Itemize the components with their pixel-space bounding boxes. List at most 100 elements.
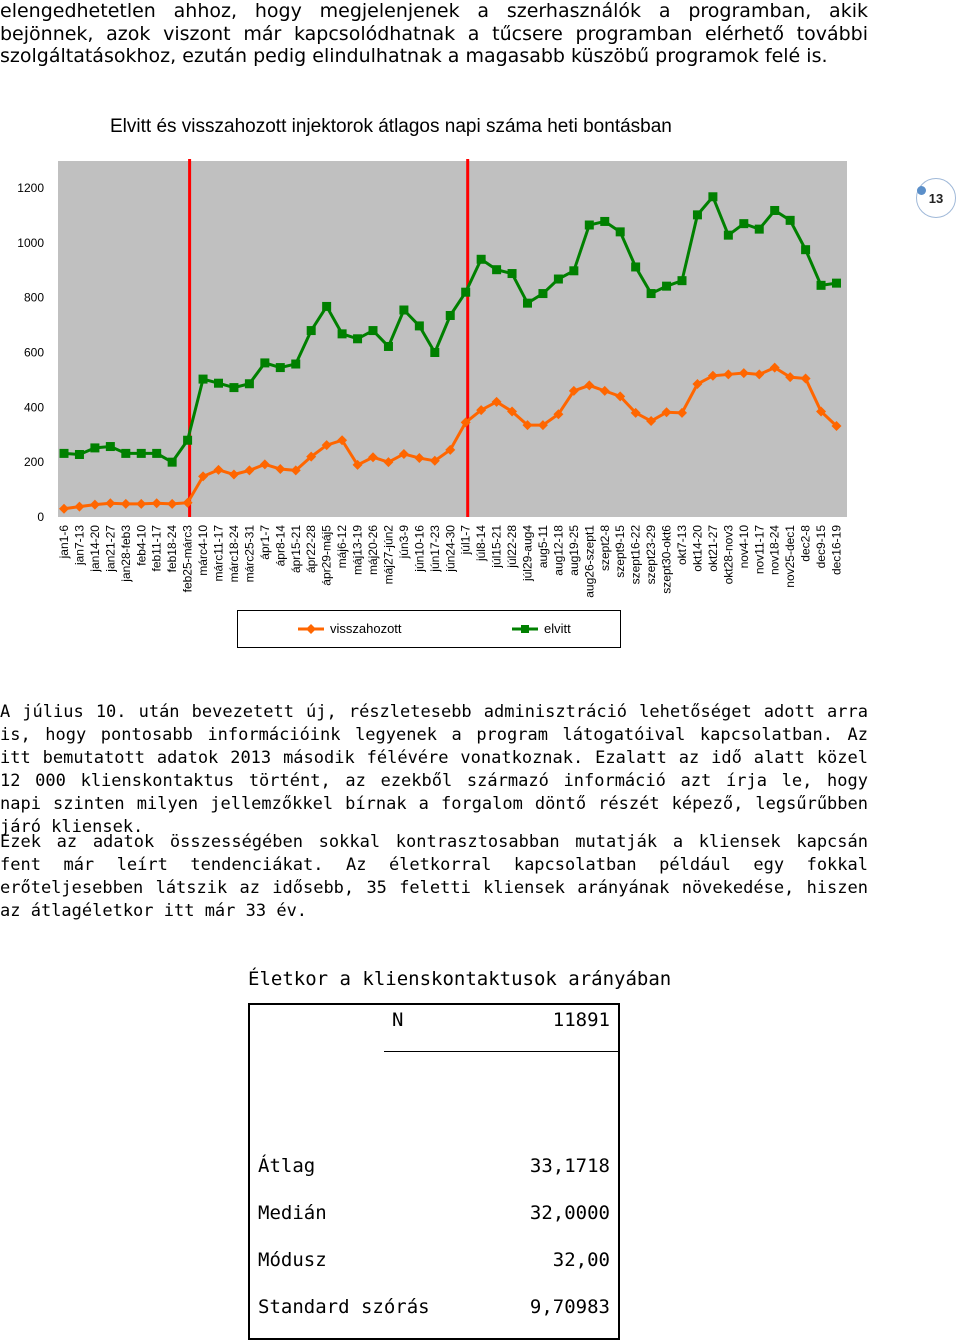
point-elvitt	[492, 265, 502, 275]
x-tick-label: márc25-31	[242, 525, 256, 583]
point-visszahozott	[491, 396, 502, 407]
point-elvitt	[723, 230, 733, 240]
point-visszahozott	[290, 465, 301, 476]
x-tick-label: szept30-okt6	[660, 525, 674, 594]
paragraph-2: A július 10. után bevezetett új, részlet…	[0, 702, 868, 837]
x-tick-label: máj20-26	[366, 525, 380, 575]
point-visszahozott	[352, 459, 363, 470]
point-elvitt	[584, 220, 594, 230]
legend-marker-elvitt	[512, 624, 538, 633]
y-tick-label: 800	[24, 291, 44, 305]
point-elvitt	[198, 374, 208, 384]
point-visszahozott	[816, 406, 827, 417]
chart-title: Elvitt és visszahozott injektorok átlago…	[110, 116, 672, 137]
x-tick-label: aug5-11	[536, 525, 550, 568]
x-tick-label: aug26-szept1	[582, 525, 596, 598]
point-elvitt	[183, 435, 193, 445]
point-elvitt	[322, 301, 332, 311]
point-elvitt	[754, 224, 764, 234]
point-elvitt	[662, 281, 672, 291]
x-tick-label: júl29-aug4	[521, 525, 535, 582]
point-visszahozott	[213, 464, 224, 475]
point-visszahozott	[151, 498, 162, 509]
point-elvitt	[553, 274, 563, 284]
point-elvitt	[523, 298, 532, 308]
point-visszahozott	[136, 498, 147, 509]
point-visszahozott	[74, 501, 85, 512]
point-visszahozott	[537, 420, 548, 431]
x-tick-label: nov11-17	[752, 525, 766, 574]
point-visszahozott	[769, 362, 780, 373]
x-tick-label: júl22-28	[505, 525, 519, 569]
x-tick-label: aug19-25	[567, 525, 581, 576]
point-visszahozott	[59, 503, 69, 514]
x-tick-label: nov25-dec1	[783, 525, 797, 588]
point-elvitt	[368, 326, 378, 336]
n-label: N	[392, 1009, 404, 1031]
legend-label-visszahozott: visszahozott	[330, 621, 402, 636]
chart-legend: visszahozott elvitt	[237, 610, 621, 648]
point-elvitt	[816, 280, 826, 290]
point-visszahozott	[198, 471, 209, 482]
x-tick-label: feb11-17	[150, 525, 164, 572]
point-elvitt	[229, 383, 239, 393]
x-tick-label: szept9-15	[613, 525, 627, 578]
point-visszahozott	[785, 372, 796, 383]
point-visszahozott	[368, 452, 378, 463]
x-tick-label: nov18-24	[768, 525, 782, 575]
point-elvitt	[430, 348, 440, 357]
point-visszahozott	[167, 498, 178, 509]
point-visszahozott	[259, 459, 270, 470]
point-elvitt	[708, 192, 718, 202]
point-visszahozott	[646, 416, 657, 427]
point-visszahozott	[398, 448, 409, 459]
x-tick-label: dec16-19	[830, 525, 844, 575]
x-tick-label: márc11-17	[212, 525, 226, 582]
point-elvitt	[631, 262, 641, 272]
stat-label-atlag: Átlag	[258, 1155, 316, 1177]
point-elvitt	[152, 448, 162, 458]
point-elvitt	[832, 278, 841, 288]
point-visszahozott	[120, 498, 131, 509]
point-elvitt	[337, 329, 347, 339]
x-tick-label: dec9-15	[814, 525, 828, 569]
point-visszahozott	[677, 407, 687, 418]
point-visszahozott	[723, 369, 734, 380]
point-visszahozott	[105, 498, 116, 509]
point-visszahozott	[800, 373, 811, 384]
x-tick-label: ápr15-21	[289, 525, 303, 573]
x-tick-label: okt21-27	[706, 525, 720, 572]
stat-label-median: Medián	[258, 1202, 327, 1224]
point-elvitt	[801, 245, 811, 255]
point-elvitt	[275, 363, 285, 373]
x-tick-label: márc4-10	[196, 525, 210, 576]
x-tick-label: aug12-18	[551, 525, 565, 576]
stat-value-modusz: 32,00	[552, 1249, 610, 1271]
x-tick-label: feb4-10	[134, 525, 148, 566]
point-visszahozott	[460, 417, 471, 428]
point-elvitt	[692, 210, 702, 220]
y-tick-label: 200	[24, 455, 44, 469]
point-elvitt	[136, 448, 146, 458]
point-elvitt	[214, 378, 223, 388]
point-elvitt	[353, 334, 363, 344]
point-visszahozott	[414, 453, 425, 464]
point-elvitt	[291, 359, 301, 369]
x-tick-label: ápr22-28	[304, 525, 318, 573]
point-elvitt	[615, 227, 625, 237]
x-tick-label: feb18-24	[165, 525, 179, 573]
stat-value-atlag: 33,1718	[529, 1155, 610, 1177]
point-elvitt	[244, 379, 254, 389]
point-visszahozott	[337, 435, 348, 446]
point-elvitt	[445, 310, 455, 320]
point-elvitt	[770, 205, 780, 215]
point-elvitt	[383, 341, 393, 351]
point-visszahozott	[182, 497, 193, 508]
x-tick-label: okt28-nov3	[721, 525, 735, 585]
point-visszahozott	[584, 380, 595, 391]
point-visszahozott	[754, 369, 765, 380]
x-tick-label: jan7-13	[72, 525, 86, 566]
stat-label-modusz: Módusz	[258, 1249, 327, 1271]
x-tick-label: jan14-20	[88, 525, 102, 573]
point-visszahozott	[522, 420, 533, 431]
